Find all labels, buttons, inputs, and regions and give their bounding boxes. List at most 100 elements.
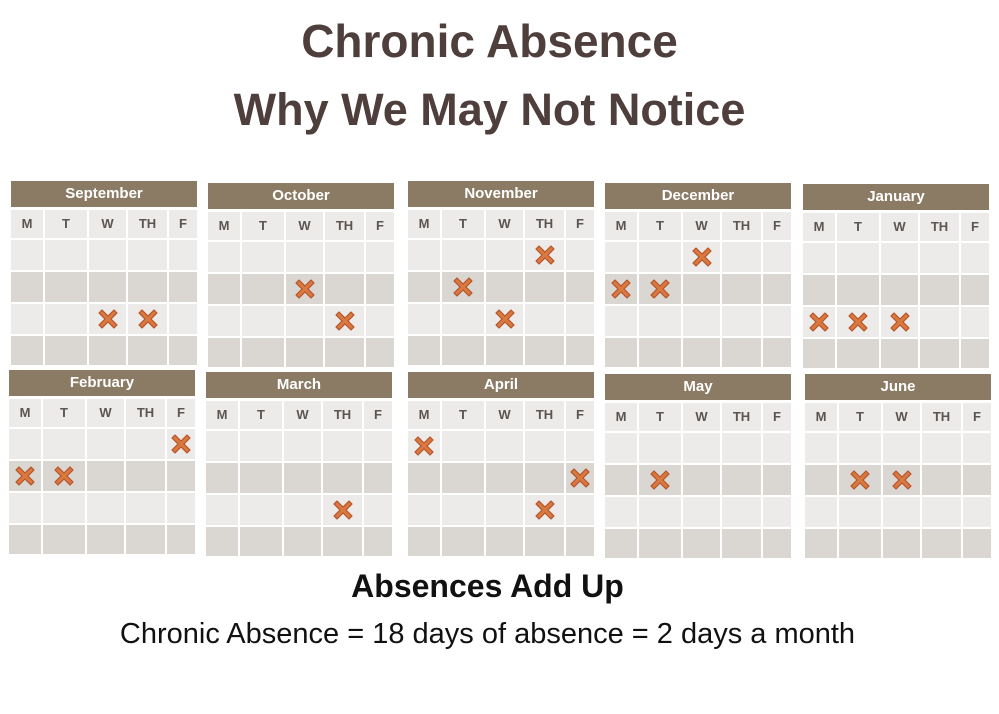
- day-cell: [722, 242, 761, 272]
- absence-day-cell: [89, 304, 126, 334]
- day-cell: [525, 336, 564, 365]
- day-cell: [45, 240, 87, 270]
- calendar-grid: M T W TH F: [9, 399, 195, 554]
- month-calendar-october: October M T W TH F: [208, 183, 394, 367]
- month-calendar-january: January M T W TH F: [803, 184, 989, 368]
- day-cell: [961, 275, 989, 305]
- day-cell: [206, 431, 238, 461]
- day-cell: [442, 463, 484, 493]
- day-cell: [43, 493, 85, 523]
- weekday-label: F: [169, 210, 197, 238]
- day-cell: [9, 525, 41, 554]
- day-cell: [566, 272, 594, 302]
- day-cell: [364, 463, 392, 493]
- day-cell: [486, 527, 523, 556]
- day-cell: [442, 527, 484, 556]
- day-cell: [639, 529, 681, 558]
- month-header: March: [206, 372, 392, 398]
- day-cell: [323, 527, 362, 556]
- day-cell: [442, 304, 484, 334]
- day-cell: [126, 461, 165, 491]
- day-cell: [169, 304, 197, 334]
- weekday-label: T: [45, 210, 87, 238]
- day-cell: [920, 307, 959, 337]
- month-header: January: [803, 184, 989, 210]
- day-cell: [525, 463, 564, 493]
- weekday-label: M: [803, 213, 835, 241]
- day-cell: [89, 240, 126, 270]
- weekday-label: M: [805, 403, 837, 431]
- weekday-label: T: [442, 210, 484, 238]
- absence-day-cell: [683, 242, 720, 272]
- day-cell: [242, 306, 284, 336]
- day-cell: [323, 431, 362, 461]
- weekday-label: W: [486, 401, 523, 429]
- absence-x-icon: [691, 247, 712, 267]
- day-cell: [763, 465, 791, 495]
- calendar-grid: M T W TH F: [11, 210, 197, 365]
- day-cell: [605, 242, 637, 272]
- day-cell: [242, 242, 284, 272]
- absence-x-icon: [850, 470, 870, 490]
- absence-day-cell: [837, 307, 879, 337]
- day-cell: [763, 274, 791, 304]
- absence-x-icon: [294, 279, 315, 299]
- calendar-grid: M T W TH F: [605, 212, 791, 367]
- day-cell: [605, 465, 637, 495]
- day-cell: [408, 240, 440, 270]
- page-subtitle: Why We May Not Notice: [233, 84, 746, 135]
- month-calendar-april: April M T W TH F: [408, 372, 594, 556]
- day-cell: [286, 306, 323, 336]
- weekday-label: T: [839, 403, 881, 431]
- day-cell: [639, 306, 681, 336]
- day-cell: [566, 336, 594, 365]
- day-cell: [805, 529, 837, 558]
- weekday-label: T: [43, 399, 85, 427]
- day-cell: [881, 243, 918, 273]
- day-cell: [763, 306, 791, 336]
- month-header: December: [605, 183, 791, 209]
- weekday-label: TH: [325, 212, 364, 240]
- day-cell: [208, 274, 240, 304]
- day-cell: [486, 272, 523, 302]
- day-cell: [922, 433, 961, 463]
- absence-day-cell: [839, 465, 881, 495]
- day-cell: [803, 275, 835, 305]
- absence-x-icon: [414, 436, 434, 456]
- day-cell: [366, 242, 394, 272]
- absence-x-icon: [889, 312, 910, 332]
- absence-x-icon: [650, 470, 670, 490]
- day-cell: [167, 493, 195, 523]
- absence-day-cell: [9, 461, 41, 491]
- day-cell: [284, 463, 321, 493]
- day-cell: [722, 529, 761, 558]
- day-cell: [920, 275, 959, 305]
- day-cell: [128, 336, 167, 365]
- day-cell: [89, 272, 126, 302]
- absence-x-icon: [171, 434, 191, 454]
- month-header: February: [9, 370, 195, 396]
- absence-day-cell: [881, 307, 918, 337]
- day-cell: [323, 463, 362, 493]
- weekday-label: T: [240, 401, 282, 429]
- absence-day-cell: [566, 463, 594, 493]
- day-cell: [45, 272, 87, 302]
- day-cell: [605, 497, 637, 527]
- day-cell: [525, 304, 564, 334]
- day-cell: [325, 274, 364, 304]
- day-cell: [169, 336, 197, 365]
- weekday-label: W: [286, 212, 323, 240]
- day-cell: [525, 431, 564, 461]
- day-cell: [208, 338, 240, 367]
- absence-day-cell: [408, 431, 440, 461]
- day-cell: [605, 338, 637, 367]
- absence-x-icon: [891, 470, 912, 490]
- day-cell: [286, 338, 323, 367]
- absence-day-cell: [525, 495, 564, 525]
- weekday-label: M: [408, 210, 440, 238]
- weekday-label: M: [11, 210, 43, 238]
- day-cell: [922, 529, 961, 558]
- weekday-label: W: [683, 403, 720, 431]
- weekday-label: W: [89, 210, 126, 238]
- day-cell: [89, 336, 126, 365]
